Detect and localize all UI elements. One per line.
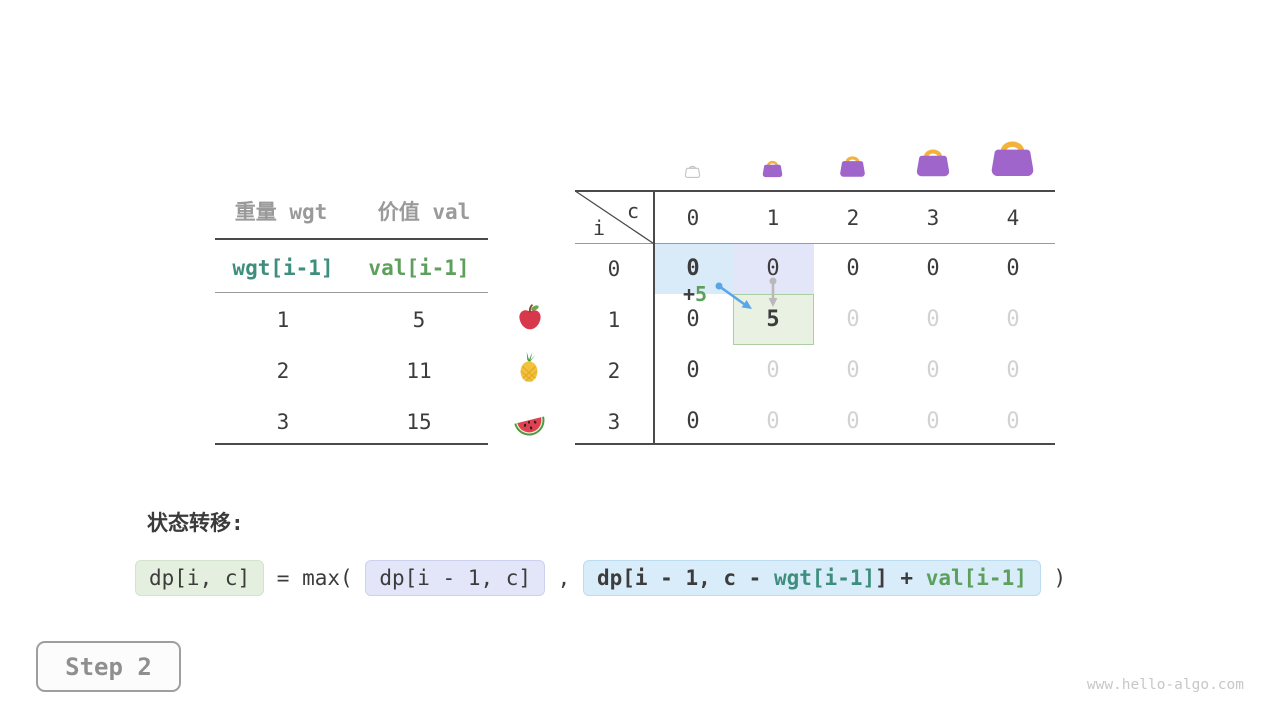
bag-capacity-3-icon [916,149,950,177]
dp-table-top-rule [575,190,1055,192]
item-3-weight: 3 [276,410,290,434]
dp-table-vertical-rule [653,190,655,445]
dp-col-header-4: 4 [1006,206,1020,230]
dp-row-header-3: 3 [607,410,621,434]
items-table-bottom-rule [215,443,488,445]
plus-value-annotation: +5 [683,282,707,306]
dp-cell-2-3: 0 [926,358,940,383]
formula-take-mid: ] + [875,566,926,590]
item-2-weight: 2 [276,359,290,383]
formula-take-prefix: dp[i - 1, c - [596,566,774,590]
formula-current-cell: dp[i, c] [135,560,265,596]
formula-take-val: val[i-1] [925,566,1027,590]
item-2-value: 11 [406,359,432,383]
dp-cell-1-1: 5 [766,307,780,332]
bag-capacity-1-icon [762,160,783,178]
dp-cell-0-2: 0 [846,256,860,281]
dp-table-bottom-rule [575,443,1055,445]
dp-row-header-1: 1 [607,308,621,332]
dp-cell-0-3: 0 [926,256,940,281]
dp-col-header-3: 3 [926,206,940,230]
dp-cell-0-4: 0 [1006,256,1020,281]
plus-sign: + [683,282,696,306]
empty-bag-icon [684,165,701,178]
pineapple-icon [520,351,538,382]
formula-close-paren: ) [1040,566,1067,590]
formula-take-wgt: wgt[i-1] [773,566,876,590]
state-transition-formula: dp[i, c] = max( dp[i - 1, c] , dp[i - 1,… [135,560,1066,596]
dp-cell-2-0: 0 [686,358,700,383]
dp-cell-1-2: 0 [846,307,860,332]
items-table-var-wgt: wgt[i-1] [232,256,334,280]
dp-cell-3-3: 0 [926,409,940,434]
added-value: 5 [695,282,708,306]
step-badge: Step 2 [36,641,181,692]
dp-corner-label-i: i [592,216,606,240]
dp-row-header-0: 0 [607,257,621,281]
item-1-weight: 1 [276,308,290,332]
apple-icon [519,304,541,330]
watermark: www.hello-algo.com [1086,677,1244,693]
dp-row-header-2: 2 [607,359,621,383]
dp-cell-0-0: 0 [686,256,700,281]
items-table-mid-rule [215,292,488,293]
item-3-value: 15 [406,410,432,434]
items-table-header-value: 价值 val [377,200,471,224]
dp-cell-1-0: 0 [686,307,700,332]
item-1-value: 5 [412,308,426,332]
formula-equals-max: = max( [264,566,366,590]
dp-cell-3-1: 0 [766,409,780,434]
bag-capacity-4-icon [991,141,1034,177]
dp-corner-label-c: c [626,199,640,223]
items-table-top-rule [215,238,488,240]
dp-table-header-rule [575,243,1055,244]
dp-cell-2-2: 0 [846,358,860,383]
bag-capacity-2-icon [840,156,865,177]
items-table-var-val: val[i-1] [368,256,470,280]
formula-comma: , [545,566,583,590]
dp-cell-3-4: 0 [1006,409,1020,434]
dp-col-header-1: 1 [766,206,780,230]
watermelon-icon [514,416,545,436]
state-transition-heading: 状态转移: [147,511,244,535]
dp-cell-1-3: 0 [926,307,940,332]
formula-skip-option: dp[i - 1, c] [365,560,546,596]
formula-take-option: dp[i - 1, c - wgt[i-1]] + val[i-1] [582,560,1041,596]
dp-cell-0-1: 0 [766,256,780,281]
dp-col-header-0: 0 [686,206,700,230]
dp-cell-2-4: 0 [1006,358,1020,383]
dp-cell-3-0: 0 [686,409,700,434]
dp-cell-3-2: 0 [846,409,860,434]
dp-col-header-2: 2 [846,206,860,230]
items-table-header-weight: 重量 wgt [234,200,328,224]
dp-cell-1-4: 0 [1006,307,1020,332]
dp-cell-2-1: 0 [766,358,780,383]
